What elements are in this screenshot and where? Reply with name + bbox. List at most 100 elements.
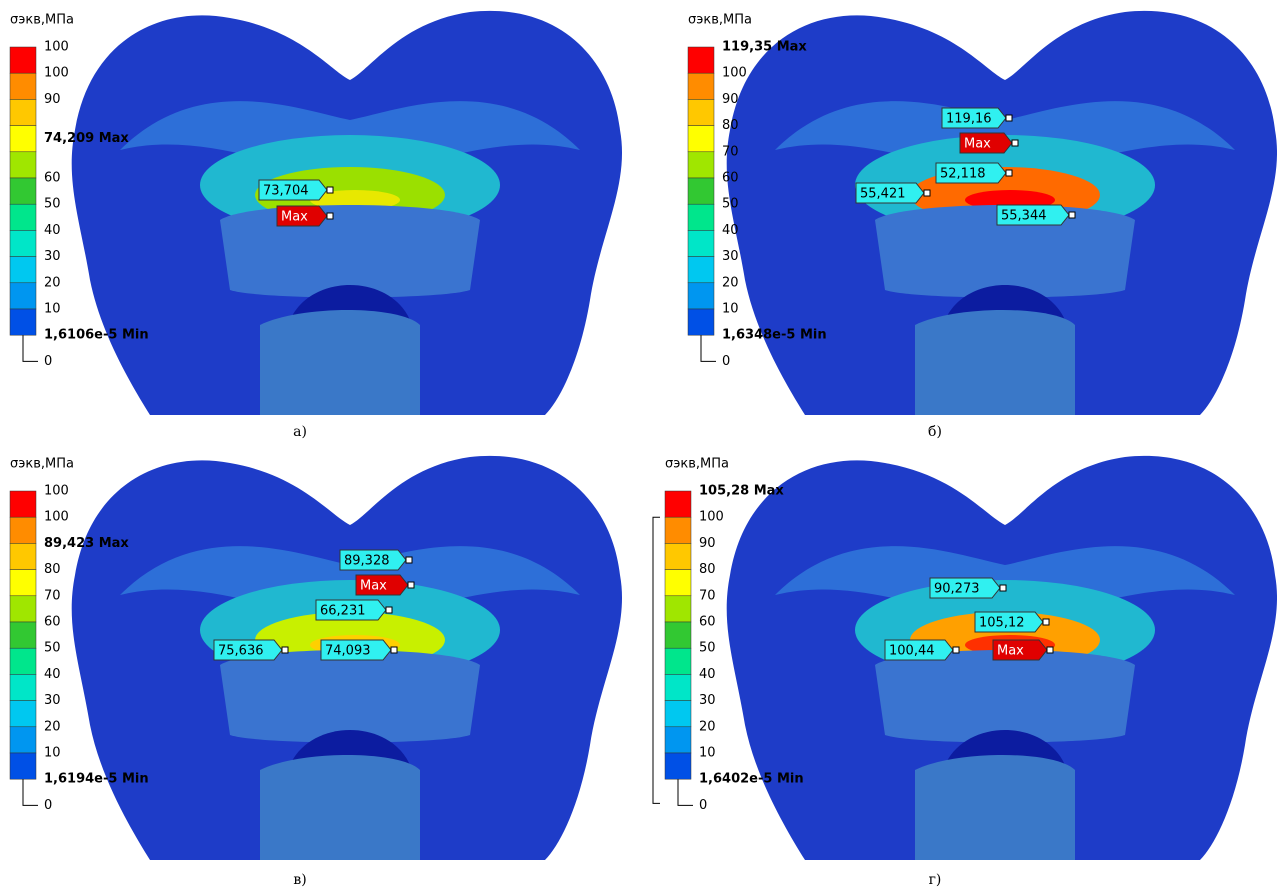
legend-label: 90 <box>44 92 61 107</box>
legend-band <box>10 727 36 753</box>
legend-label: 40 <box>722 223 739 238</box>
legend-label: 50 <box>44 197 61 212</box>
legend-label: 40 <box>44 223 61 238</box>
probe-label: 66,231 <box>320 604 366 619</box>
legend-label: 100 <box>699 510 724 525</box>
legend-bracket <box>653 517 660 803</box>
legend-label: 20 <box>699 719 716 734</box>
probe-label: 105,12 <box>979 616 1025 631</box>
legend-label: 30 <box>44 693 61 708</box>
legend-band <box>688 73 714 99</box>
legend-band <box>10 596 36 622</box>
legend-label: 60 <box>44 171 61 186</box>
legend-band <box>665 543 691 569</box>
legend-label: 50 <box>699 641 716 656</box>
legend-band <box>688 126 714 152</box>
legend-band <box>665 517 691 543</box>
legend-band <box>688 257 714 283</box>
legend-label: 0 <box>44 354 52 369</box>
legend-label: 10 <box>44 302 61 317</box>
probe-marker <box>386 607 392 613</box>
legend-label: 1,6106e-5 Min <box>44 328 149 343</box>
probe-marker <box>1006 115 1012 121</box>
legend-label: 74,209 Max <box>44 131 129 146</box>
legend-label: 50 <box>44 641 61 656</box>
probe-label: 100,44 <box>889 644 935 659</box>
legend-band <box>10 674 36 700</box>
legend-band <box>665 622 691 648</box>
legend-zero-leader <box>23 335 38 361</box>
legend-band <box>665 727 691 753</box>
legend-title: σэкв,МПа <box>665 457 729 472</box>
model-view <box>72 11 622 415</box>
legend-band <box>10 701 36 727</box>
legend-label: 119,35 Max <box>722 40 807 55</box>
legend-band <box>688 309 714 335</box>
legend-band <box>665 701 691 727</box>
legend-label: 80 <box>44 562 61 577</box>
probe-marker <box>1000 585 1006 591</box>
legend-band <box>10 753 36 779</box>
legend-label: 100 <box>44 484 69 499</box>
probe-label: 89,328 <box>344 554 390 569</box>
probe-marker <box>924 190 930 196</box>
lower-cylinder <box>915 310 1075 415</box>
legend-label: 20 <box>44 275 61 290</box>
legend-band <box>665 648 691 674</box>
legend-label: 90 <box>699 536 716 551</box>
legend-label: 0 <box>44 798 52 813</box>
legend-label: 40 <box>44 667 61 682</box>
legend-label: 80 <box>722 118 739 133</box>
legend-zero-leader <box>678 779 693 805</box>
probe-label: Max <box>997 644 1024 659</box>
probe-label: 55,421 <box>860 187 906 202</box>
legend-band <box>10 570 36 596</box>
probe-marker <box>327 213 333 219</box>
probe-marker <box>327 187 333 193</box>
probe-marker <box>406 557 412 563</box>
legend-band <box>10 99 36 125</box>
legend-zero-leader <box>701 335 716 361</box>
legend-label: 80 <box>699 562 716 577</box>
caption: б) <box>928 424 942 440</box>
legend-band <box>665 674 691 700</box>
legend-label: 70 <box>722 144 739 159</box>
legend-band <box>10 543 36 569</box>
legend-label: 1,6194e-5 Min <box>44 772 149 787</box>
probe-marker <box>1012 140 1018 146</box>
legend-band <box>10 491 36 517</box>
figure: σэкв,МПа1001009074,209 Max6050403020101,… <box>0 0 1277 891</box>
legend-band <box>665 753 691 779</box>
legend-label: 20 <box>44 719 61 734</box>
legend-band <box>688 204 714 230</box>
abutment <box>220 205 480 298</box>
caption: а) <box>293 424 307 440</box>
legend-label: 10 <box>699 746 716 761</box>
legend-label: 30 <box>699 693 716 708</box>
legend-label: 100 <box>722 66 747 81</box>
legend-band <box>10 622 36 648</box>
legend-label: 50 <box>722 197 739 212</box>
legend-band <box>10 648 36 674</box>
lower-cylinder <box>915 755 1075 860</box>
probe-label: Max <box>360 579 387 594</box>
legend-title: σэкв,МПа <box>688 13 752 28</box>
legend-label: 10 <box>722 302 739 317</box>
legend-label: 100 <box>44 66 69 81</box>
probe-marker <box>1047 647 1053 653</box>
legend-band <box>10 152 36 178</box>
legend-label: 70 <box>699 588 716 603</box>
legend-band <box>688 47 714 73</box>
legend-label: 100 <box>44 510 69 525</box>
legend-label: 90 <box>722 92 739 107</box>
legend-band <box>688 99 714 125</box>
probe-label: 74,093 <box>325 644 371 659</box>
legend-label: 89,423 Max <box>44 536 129 551</box>
probe-marker <box>391 647 397 653</box>
probe-label: 119,16 <box>946 112 992 127</box>
probe-marker <box>1069 212 1075 218</box>
legend-band <box>10 47 36 73</box>
legend-label: 60 <box>44 615 61 630</box>
legend-label: 100 <box>44 40 69 55</box>
probe-marker <box>1006 170 1012 176</box>
